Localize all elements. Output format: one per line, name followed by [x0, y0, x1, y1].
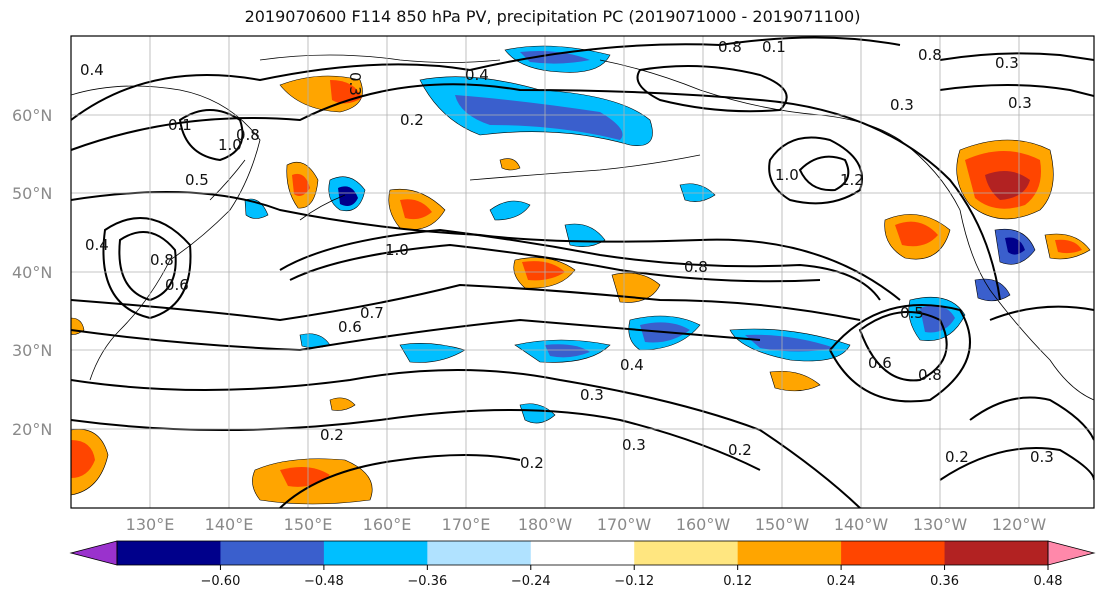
contour-label: 0.8 [236, 126, 260, 144]
contour-label: 0.2 [320, 426, 344, 444]
contour-label: 0.1 [168, 116, 192, 134]
contour-label: 0.8 [918, 46, 942, 64]
contour-label: 0.3 [995, 54, 1019, 72]
contour-label: 0.8 [918, 366, 942, 384]
colorbar-segment [634, 541, 738, 565]
contour-label: 0.8 [718, 38, 742, 56]
colorbar-segment [117, 541, 221, 565]
latitude-label: 20°N [12, 420, 52, 439]
latitude-label: 30°N [12, 341, 52, 360]
colorbar-extend-low [71, 541, 117, 565]
colorbar-tick-label: −0.24 [511, 574, 551, 589]
colorbar-segment [220, 541, 324, 565]
contour-label: 0.5 [900, 304, 924, 322]
longitude-label: 180°W [518, 515, 573, 534]
colorbar-segment [945, 541, 1049, 565]
longitude-label: 170°E [442, 515, 491, 534]
longitude-label: 160°W [676, 515, 731, 534]
longitude-label: 140°W [834, 515, 889, 534]
contour-label: 0.2 [400, 111, 424, 129]
contour-label: 0.5 [185, 171, 209, 189]
colorbar-tick-label: 0.36 [930, 574, 959, 589]
colorbar-segment [841, 541, 945, 565]
colorbar-extend-high [1048, 541, 1094, 565]
latitude-label: 40°N [12, 263, 52, 282]
longitude-label: 130°E [126, 515, 175, 534]
contour-label: 0.8 [150, 251, 174, 269]
colorbar-tick-label: 0.48 [1034, 574, 1063, 589]
colorbar-ticks: −0.60 −0.48 −0.36 −0.24 −0.12 0.12 0.24 0.36 0.4… [201, 565, 1105, 589]
longitude-label: 130°W [913, 515, 968, 534]
colorbar-tick-label: 0.24 [827, 574, 856, 589]
contour-label: 0.4 [80, 61, 104, 79]
contour-label: 0.7 [360, 304, 384, 322]
contour-label: 0.3 [346, 72, 364, 96]
colorbar-tick-label: 0.12 [723, 574, 752, 589]
contour-label: 0.3 [1008, 94, 1032, 112]
contour-label: 0.2 [945, 448, 969, 466]
contour-label: 0.2 [728, 441, 752, 459]
colorbar-segment [324, 541, 428, 565]
contour-label: 0.6 [165, 276, 189, 294]
longitude-label: 170°W [597, 515, 652, 534]
colorbar-segment [427, 541, 531, 565]
latitude-label: 50°N [12, 184, 52, 203]
longitude-labels: 130°E 140°E 150°E 160°E 170°E 180°W 170°… [126, 515, 1047, 534]
colorbar-tick-label: −0.12 [614, 574, 654, 589]
contour-label: 0.6 [868, 354, 892, 372]
contour-label: 0.3 [622, 436, 646, 454]
longitude-label: 160°E [363, 515, 412, 534]
longitude-label: 150°E [284, 515, 333, 534]
contour-label: 0.3 [580, 386, 604, 404]
colorbar: −0.60 −0.48 −0.36 −0.24 −0.12 0.12 0.24 0.36 0.4… [71, 541, 1105, 589]
contour-label: 0.4 [85, 236, 109, 254]
colorbar-segment [738, 541, 842, 565]
longitude-label: 120°W [992, 515, 1047, 534]
contour-label: 0.3 [890, 96, 914, 114]
contour-label: 0.8 [684, 258, 708, 276]
contour-label: 1.0 [385, 241, 409, 259]
contour-label: 1.0 [775, 166, 799, 184]
contour-label: 0.4 [620, 356, 644, 374]
contour-label: 0.4 [465, 66, 489, 84]
contour-label: 0.1 [762, 38, 786, 56]
latitude-label: 60°N [12, 106, 52, 125]
contour-label: 1.2 [840, 171, 864, 189]
longitude-label: 140°E [205, 515, 254, 534]
colorbar-tick-label: −0.48 [304, 574, 344, 589]
colorbar-segments [117, 541, 1049, 565]
contour-label: 0.6 [338, 318, 362, 336]
colorbar-segment [531, 541, 635, 565]
colorbar-tick-label: −0.60 [201, 574, 241, 589]
contour-label: 0.3 [1030, 448, 1054, 466]
latitude-labels: 60°N 50°N 40°N 30°N 20°N [12, 106, 52, 439]
longitude-label: 150°W [755, 515, 810, 534]
contour-label: 0.2 [520, 454, 544, 472]
colorbar-tick-label: −0.36 [407, 574, 447, 589]
